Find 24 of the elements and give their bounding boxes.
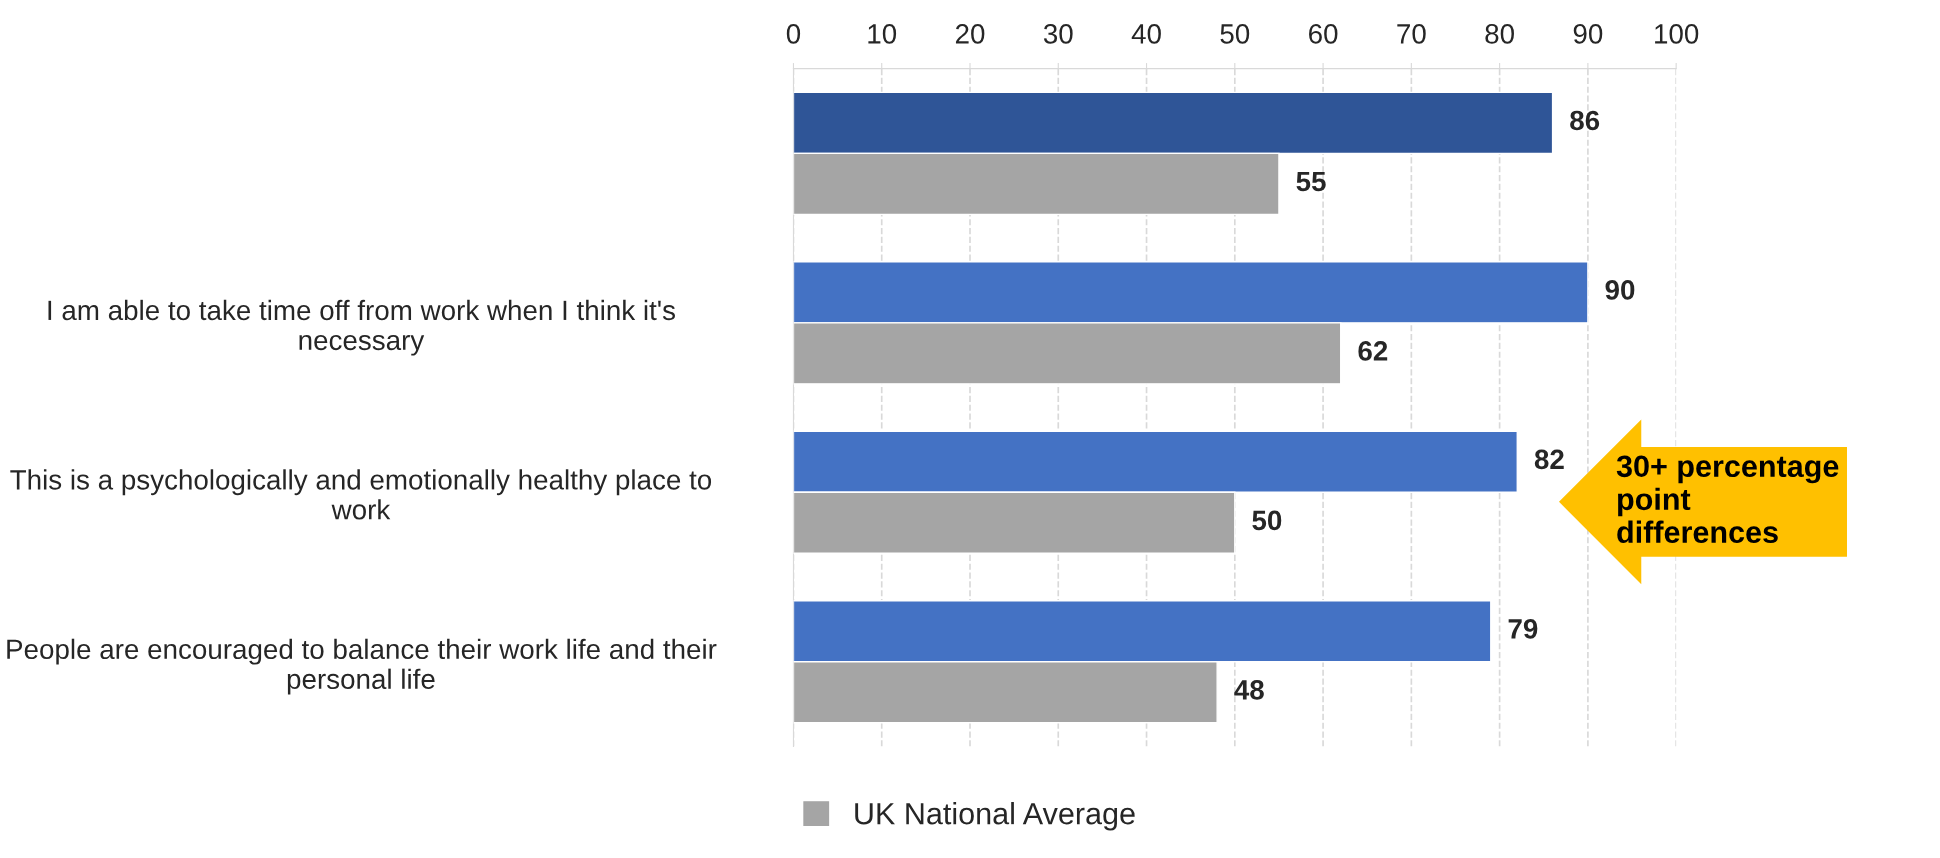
- y-tick-label: I am able to take time off from work when I think it's necessary: [48, 299, 675, 356]
- x-tick-label: 50: [1220, 24, 1250, 44]
- x-tick-label: 0: [786, 24, 801, 44]
- annotation: 30+ percentage point differences: [1616, 455, 1839, 544]
- data-label: 86: [1570, 110, 1600, 131]
- data-label: 79: [1508, 619, 1538, 639]
- data-label: 62: [1358, 341, 1388, 361]
- data-label: 82: [1534, 449, 1564, 470]
- data-label: 48: [1234, 680, 1264, 700]
- x-tick-label: 10: [868, 24, 897, 44]
- data-label: 90: [1605, 280, 1635, 300]
- x-tick-label: 40: [1131, 24, 1161, 44]
- data-label: 50: [1252, 510, 1282, 531]
- x-tick-label: 60: [1309, 24, 1338, 44]
- data-label: 55: [1296, 171, 1326, 192]
- x-tick-label: 70: [1397, 24, 1426, 44]
- x-tick-label: 90: [1573, 24, 1603, 44]
- y-tick-label: People are encouraged to balance their work life and their personal life: [7, 638, 717, 695]
- x-tick-label: 30: [1043, 24, 1073, 44]
- x-tick-label: 100: [1655, 24, 1699, 44]
- y-tick-label: This is a psychologically and emotionally healthy place to work: [10, 469, 712, 520]
- x-tick-label: 20: [955, 24, 985, 44]
- x-tick-label: 80: [1485, 24, 1514, 44]
- legend-label: UK National Average: [855, 802, 1135, 831]
